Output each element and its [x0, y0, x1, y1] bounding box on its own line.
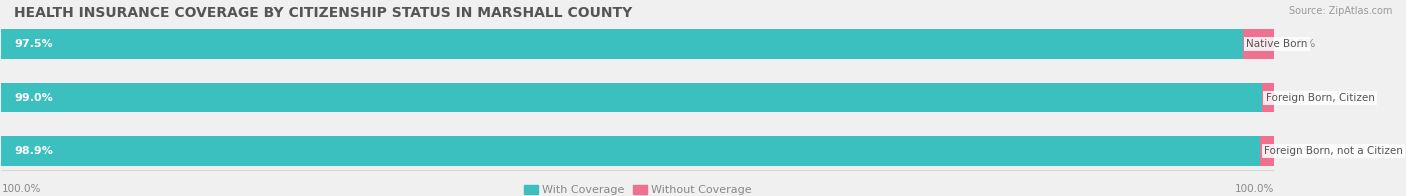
Bar: [1, 29, 1243, 59]
Text: Native Born: Native Born: [1247, 39, 1308, 49]
Bar: [1260, 136, 1274, 166]
Bar: [1, 136, 1260, 166]
Text: 100.0%: 100.0%: [1234, 184, 1274, 194]
Bar: [1261, 83, 1275, 112]
Text: 99.0%: 99.0%: [14, 93, 53, 103]
Bar: [1, 136, 1274, 166]
Text: 1.1%: 1.1%: [1288, 93, 1316, 103]
Text: 98.9%: 98.9%: [14, 146, 53, 156]
Bar: [1, 83, 1261, 112]
Text: Source: ZipAtlas.com: Source: ZipAtlas.com: [1288, 6, 1392, 16]
Text: Foreign Born, Citizen: Foreign Born, Citizen: [1265, 93, 1375, 103]
Text: 1.1%: 1.1%: [1286, 146, 1316, 156]
Legend: With Coverage, Without Coverage: With Coverage, Without Coverage: [524, 185, 752, 195]
Text: 2.5%: 2.5%: [1286, 39, 1316, 49]
Bar: [1, 83, 1274, 112]
Bar: [1243, 29, 1274, 59]
Bar: [1, 29, 1274, 59]
Text: 97.5%: 97.5%: [14, 39, 53, 49]
Text: 100.0%: 100.0%: [1, 184, 41, 194]
Text: HEALTH INSURANCE COVERAGE BY CITIZENSHIP STATUS IN MARSHALL COUNTY: HEALTH INSURANCE COVERAGE BY CITIZENSHIP…: [14, 6, 633, 20]
Text: Foreign Born, not a Citizen: Foreign Born, not a Citizen: [1264, 146, 1403, 156]
